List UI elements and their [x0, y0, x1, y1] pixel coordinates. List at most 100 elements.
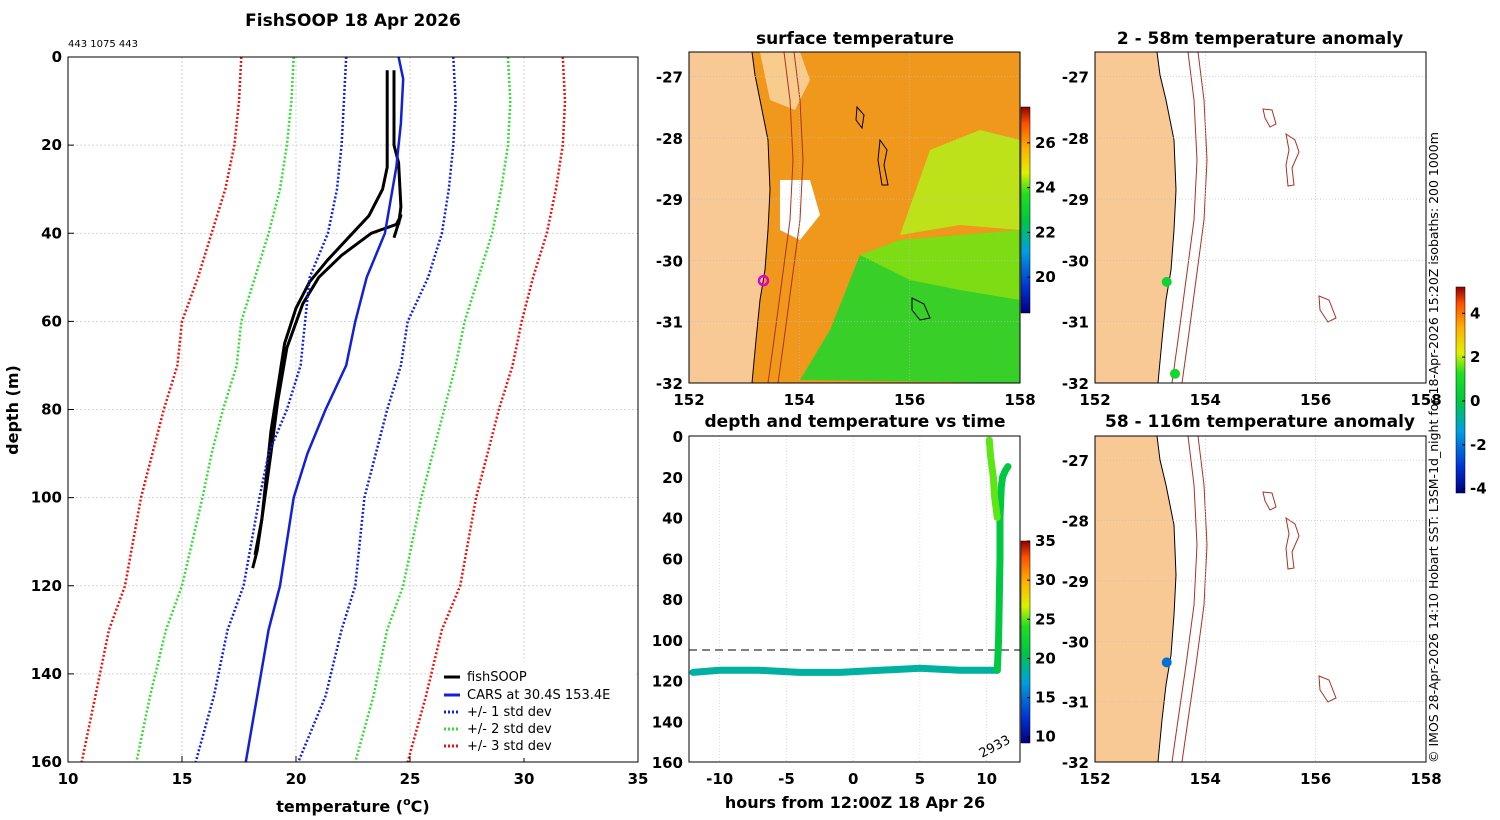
- y-tick-label: 60: [662, 550, 683, 568]
- anomaly-deep-seamount: [1262, 491, 1277, 511]
- anomaly-deep-map: [1095, 436, 1426, 762]
- profile-id-label: 443 1075 443: [68, 39, 138, 50]
- sst-colorbar-ticks: 20 22 24 26: [1027, 134, 1056, 286]
- y-tick-label: 40: [662, 510, 683, 528]
- colorbar-tick-label: -2: [1470, 436, 1487, 454]
- series-line: [135, 57, 295, 762]
- legend-item: CARS at 30.4S 153.4E: [444, 688, 610, 703]
- sst-isobath-200: [767, 52, 794, 383]
- y-tick-label: -29: [1062, 573, 1089, 591]
- anomaly-shallow-seamount: [1318, 295, 1337, 323]
- x-tick-label: 152: [1079, 770, 1110, 788]
- y-tick-label: 120: [652, 673, 683, 691]
- anomaly-shallow-map: [1095, 52, 1426, 383]
- x-tick-label: 30: [514, 770, 535, 788]
- y-tick-label: -27: [1062, 69, 1089, 87]
- anomaly-deep-seamount: [1318, 675, 1337, 703]
- anomaly-panel-shallow: 2 - 58m temperature anomaly 152 154 156 158…: [1062, 29, 1442, 409]
- y-tick-label: 80: [41, 401, 62, 419]
- y-tick-label: -27: [656, 69, 683, 87]
- time-panel: depth and temperature vs time -10 -5 0 5 100…: [652, 412, 1056, 812]
- y-tick-label: -32: [1062, 375, 1089, 393]
- y-tick-label: -30: [1062, 633, 1089, 651]
- series-line: [244, 57, 405, 762]
- y-tick-label: -31: [1062, 314, 1089, 332]
- legend-label-std3: +/- 3 std dev: [467, 739, 552, 754]
- y-tick-label: -29: [1062, 191, 1089, 209]
- anomaly-point: [1161, 657, 1172, 668]
- y-tick-label: 60: [41, 312, 62, 330]
- trawl-track: [985, 436, 1001, 521]
- y-tick-label: -28: [1062, 513, 1089, 531]
- colorbar-tick-label: 20: [1035, 268, 1056, 286]
- side-caption: © IMOS 28-Apr-2026 14:10 Hobart SST: L3S…: [1426, 132, 1441, 763]
- profile-ticks: 10 15 20 25 30 35 0 20 40 60 80 100 120 140 160: [31, 48, 649, 788]
- colorbar-tick-label: 0: [1470, 392, 1480, 410]
- x-tick-label: 154: [1190, 391, 1221, 409]
- anomaly-panel-deep: 58 - 116m temperature anomaly 152 154 156 1…: [1062, 412, 1442, 788]
- time-colorbar: [1020, 540, 1031, 744]
- x-tick-label: 158: [1410, 770, 1441, 788]
- sst-transition-region: [860, 230, 1020, 300]
- y-tick-label: 20: [662, 469, 683, 487]
- y-tick-label: -27: [1062, 452, 1089, 470]
- sst-panel: surface temperature 152 154 156 158 -27 -28 -2…: [656, 29, 1056, 409]
- series-line: [406, 57, 567, 762]
- colorbar-tick-label: 2: [1470, 348, 1480, 366]
- series-line: [194, 57, 348, 762]
- y-tick-label: 0: [52, 48, 62, 66]
- anomaly-point: [1169, 368, 1180, 379]
- anomaly-deep-seamount: [1285, 516, 1300, 570]
- anomaly-deep-ticks: 152 154 156 158 -27 -28 -29 -30 -31 -32: [1062, 452, 1442, 788]
- y-tick-label: -32: [1062, 754, 1089, 772]
- x-tick-label: 20: [286, 770, 307, 788]
- anomaly-deep-isobath-200: [1171, 436, 1198, 762]
- time-frame: [688, 435, 1021, 763]
- y-tick-label: 160: [31, 753, 62, 771]
- profile-panel: FishSOOP 18 Apr 2026 443 1075 443 10 15 20…: [3, 11, 648, 816]
- x-tick-label: 154: [1190, 770, 1221, 788]
- legend-label-cars: CARS at 30.4S 153.4E: [467, 688, 610, 703]
- colorbar-tick-label: 15: [1035, 689, 1056, 707]
- legend-label-std2: +/- 2 std dev: [467, 722, 552, 737]
- y-tick-label: 100: [31, 489, 62, 507]
- y-tick-label: 140: [31, 665, 62, 683]
- x-tick-label: 25: [400, 770, 421, 788]
- y-tick-label: 120: [31, 577, 62, 595]
- anomaly-colorbar: [1455, 286, 1466, 494]
- y-tick-label: -29: [656, 191, 683, 209]
- profile-title: FishSOOP 18 Apr 2026: [245, 11, 461, 31]
- profile-xlabel: temperature (oC): [276, 795, 429, 816]
- y-tick-label: 140: [652, 713, 683, 731]
- x-tick-label: 10: [976, 770, 997, 788]
- y-tick-label: 40: [41, 224, 62, 242]
- series-line: [80, 57, 243, 762]
- legend-item: fishSOOP: [444, 670, 527, 685]
- y-tick-label: -28: [656, 130, 683, 148]
- time-annotation: 2933: [977, 733, 1013, 762]
- profile-ylabel: depth (m): [3, 365, 22, 455]
- anomaly-deep-frame: [1094, 435, 1427, 763]
- y-tick-label: 0: [673, 428, 683, 446]
- x-tick-label: -10: [706, 770, 733, 788]
- x-tick-label: 5: [915, 770, 925, 788]
- colorbar-tick-label: 26: [1035, 134, 1056, 152]
- x-tick-label: 158: [1004, 391, 1035, 409]
- time-xlabel: hours from 12:00Z 18 Apr 26: [725, 793, 985, 812]
- legend-label-std1: +/- 1 std dev: [467, 705, 552, 720]
- anomaly-deep-land: [1095, 436, 1177, 762]
- sst-ticks: 152 154 156 158 -27 -28 -29 -30 -31 -32: [656, 69, 1036, 409]
- colorbar-tick-label: 22: [1035, 223, 1056, 241]
- x-tick-label: 156: [1300, 770, 1331, 788]
- sst-map: [689, 52, 1020, 383]
- y-tick-label: 20: [41, 136, 62, 154]
- sst-frame: [688, 51, 1021, 384]
- y-tick-label: 100: [652, 632, 683, 650]
- sst-isobath-1000: [777, 52, 804, 383]
- sst-cloud-gap: [760, 52, 810, 110]
- y-tick-label: 80: [662, 591, 683, 609]
- colorbar-tick-label: 4: [1470, 304, 1480, 322]
- x-tick-label: 156: [1300, 391, 1331, 409]
- time-series: [689, 436, 1020, 676]
